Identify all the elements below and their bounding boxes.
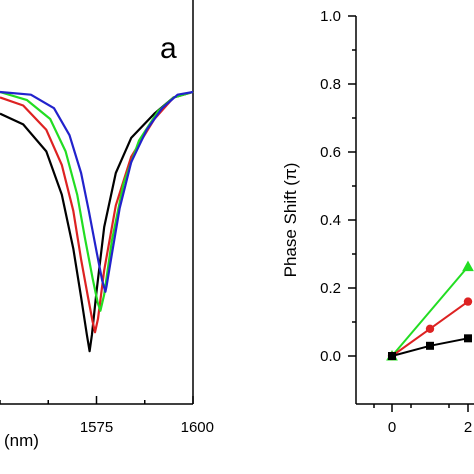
left-x-tick-label: 1600 <box>181 419 214 436</box>
right-series-line-0 <box>391 265 469 357</box>
left-series-line-2 <box>0 90 194 312</box>
right-y-tick-label: 0.2 <box>320 280 341 297</box>
left-x-tick-label: 1575 <box>80 419 113 436</box>
left-series-line-0 <box>0 90 194 353</box>
right-y-tick-label: 0.6 <box>320 144 341 161</box>
panel-label-a: a <box>160 32 177 65</box>
right-y-tick-label: 0.0 <box>320 348 341 365</box>
left-x-ticks: 1575 1600 <box>0 396 214 436</box>
left-panel: 1575 1600 a (nm) <box>0 0 214 450</box>
right-series-2-point <box>388 352 396 360</box>
right-series-1-point <box>425 324 435 333</box>
right-y-ticks: 0.0 0.2 0.4 0.6 0.8 1.0 <box>320 8 356 365</box>
right-y-tick-label: 0.8 <box>320 76 341 93</box>
right-y-tick-label: 1.0 <box>320 8 341 25</box>
right-series-2-point <box>426 341 434 350</box>
right-y-axis-label: Phase Shift (π) <box>281 163 300 278</box>
left-x-axis-label: (nm) <box>4 431 39 450</box>
right-x-tick-label: 0 <box>388 419 396 436</box>
right-series-0-point <box>462 260 474 272</box>
right-series-2-point <box>464 334 472 343</box>
right-x-tick-label: 2 <box>464 419 472 436</box>
left-curves <box>0 90 194 353</box>
right-series <box>386 260 474 361</box>
right-y-tick-label: 0.4 <box>320 212 341 229</box>
right-series-1-point <box>463 297 473 306</box>
left-series-line-3 <box>0 90 194 293</box>
